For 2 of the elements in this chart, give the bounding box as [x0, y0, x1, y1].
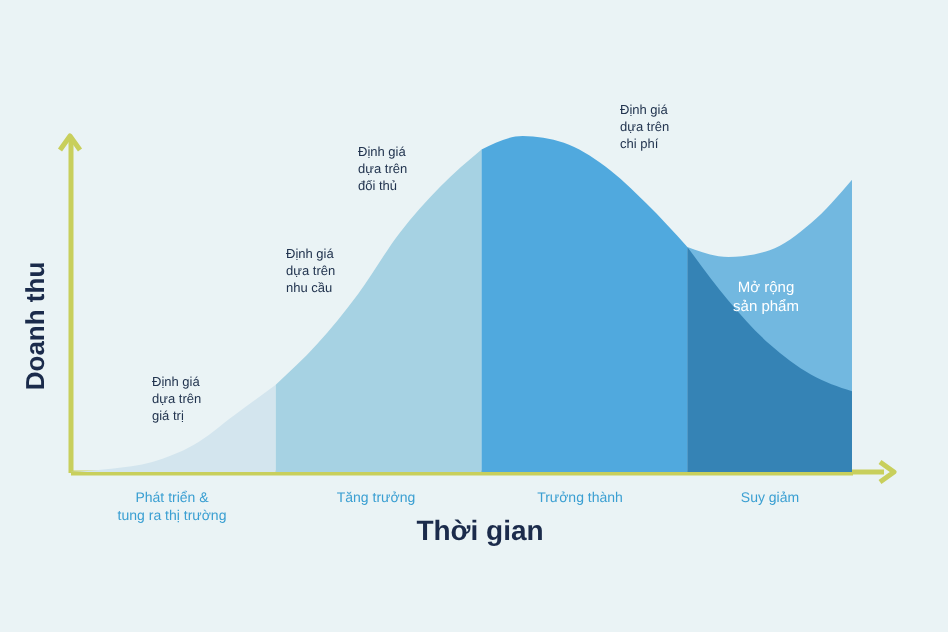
x-axis-title: Thời gian — [416, 514, 544, 546]
y-axis-title: Doanh thu — [20, 261, 50, 391]
